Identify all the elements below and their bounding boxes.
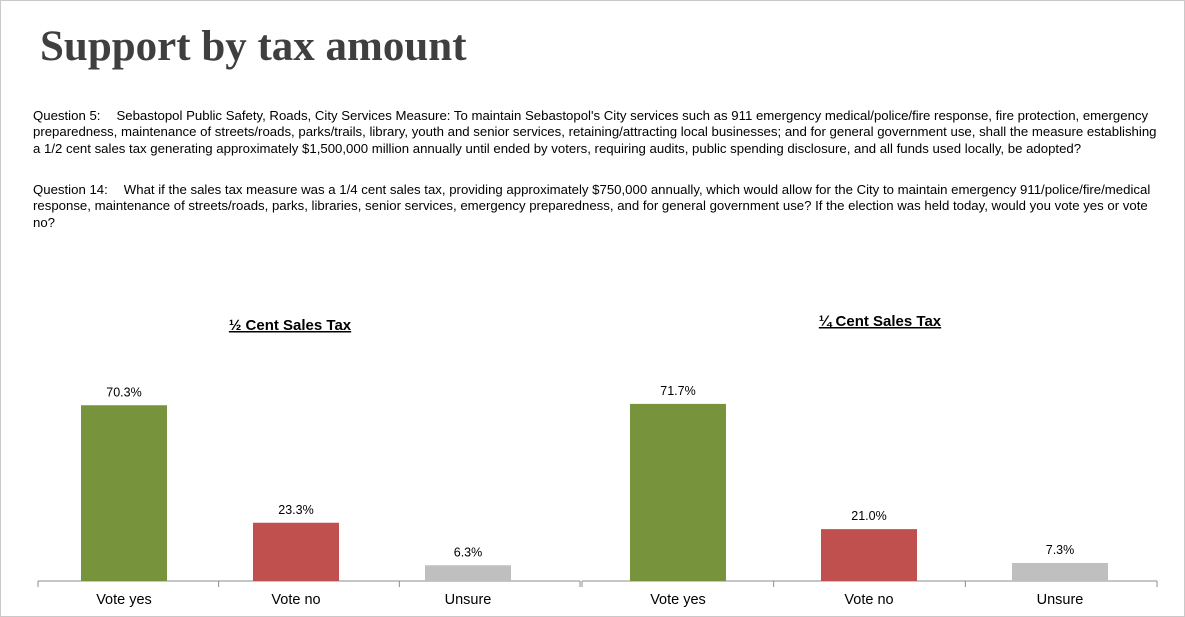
question-5: Question 5: Sebastopol Public Safety, Roa… [33, 108, 1158, 157]
bar-vote-no [253, 522, 339, 581]
category-label: Unsure [445, 592, 492, 608]
chart-title: ¼ Cent Sales Tax [819, 313, 942, 330]
data-label: 6.3% [454, 545, 483, 559]
data-label: 21.0% [851, 509, 886, 523]
category-label: Vote no [844, 592, 893, 608]
data-label: 71.7% [660, 384, 695, 398]
data-label: 7.3% [1046, 543, 1075, 557]
category-label: Vote yes [650, 592, 706, 608]
question-14-text: What if the sales tax measure was a 1/4 … [33, 182, 1151, 230]
question-14: Question 14: What if the sales tax measur… [33, 182, 1158, 231]
bar-vote-yes [81, 405, 167, 581]
page-title: Support by tax amount [40, 23, 467, 70]
data-label: 23.3% [278, 503, 313, 517]
data-label: 70.3% [106, 385, 141, 399]
category-label: Unsure [1037, 592, 1084, 608]
bar-vote-yes [630, 403, 726, 581]
question-5-text: Sebastopol Public Safety, Roads, City Se… [33, 108, 1157, 156]
chart-title: ½ Cent Sales Tax [229, 317, 352, 334]
bar-unsure [425, 565, 511, 581]
category-label: Vote no [271, 592, 320, 608]
category-label: Vote yes [96, 592, 152, 608]
question-5-label: Question 5: [33, 108, 101, 123]
bar-unsure [1012, 562, 1108, 581]
question-14-label: Question 14: [33, 182, 108, 197]
bar-vote-no [821, 529, 917, 581]
